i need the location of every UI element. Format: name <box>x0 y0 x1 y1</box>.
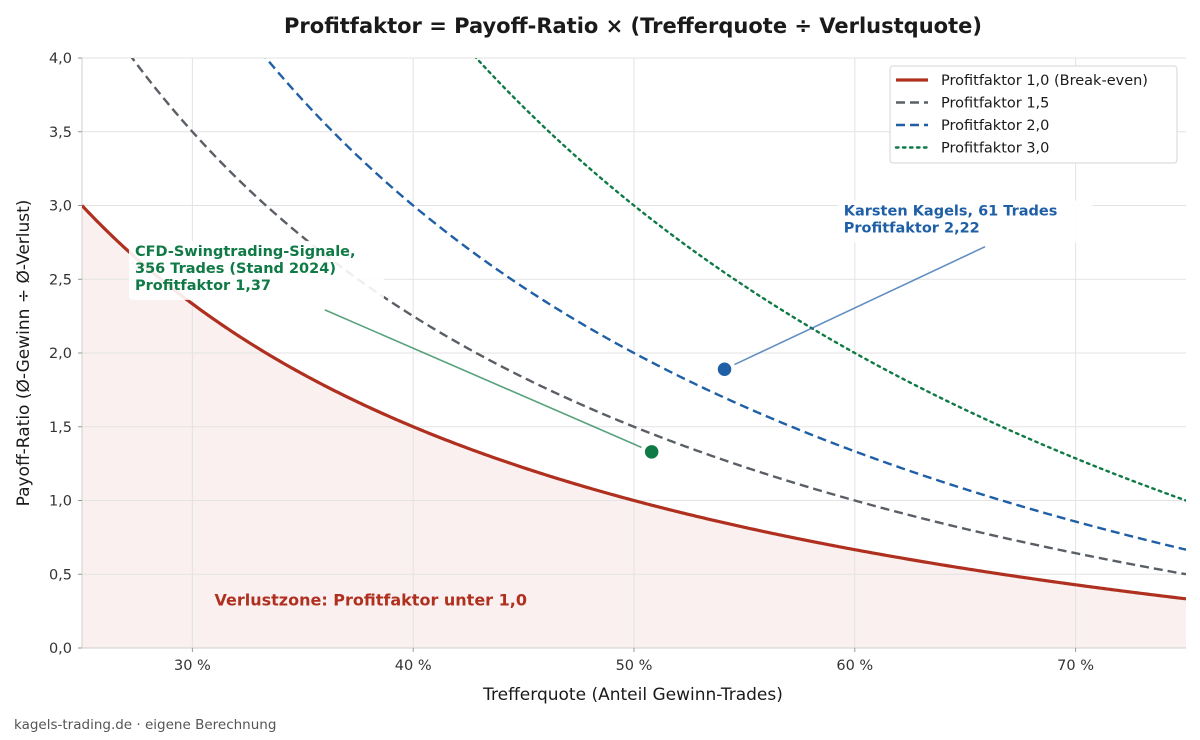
data-point-1 <box>716 360 733 378</box>
annotation-line: Profitfaktor 2,22 <box>844 221 980 237</box>
legend-entry: Profitfaktor 1,0 (Break-even) <box>941 73 1148 89</box>
annotation-box-0 <box>128 240 384 300</box>
annotation-line: Karsten Kagels, 61 Trades <box>844 204 1058 220</box>
footer-source: kagels-trading.de · eigene Berechnung <box>14 717 276 733</box>
y-tick-label: 0,5 <box>49 567 72 583</box>
chart-title: Profitfaktor = Payoff-Ratio × (Trefferqu… <box>284 14 982 38</box>
legend-entry: Profitfaktor 3,0 <box>941 141 1049 157</box>
y-tick-label: 0,0 <box>49 641 72 657</box>
annotation-connector-0 <box>324 309 642 449</box>
x-tick-label: 30 % <box>174 658 211 674</box>
series-line-pf-1 <box>82 204 1186 601</box>
data-point-0 <box>643 443 660 461</box>
annotation-line: 356 Trades (Stand 2024) <box>135 261 336 277</box>
legend-entry: Profitfaktor 1,5 <box>941 96 1049 112</box>
annotation-line: Profitfaktor 1,37 <box>135 278 271 294</box>
loss-zone-layer <box>82 205 1186 648</box>
annotation-layer: Verlustzone: Profitfaktor unter 1,0 CFD-S… <box>128 200 1093 609</box>
series-layer <box>82 58 1186 601</box>
annotation-box-1 <box>837 200 1093 243</box>
x-tick-label: 70 % <box>1057 658 1094 674</box>
x-tick-label: 50 % <box>616 658 653 674</box>
annotation-connector-1 <box>734 245 986 366</box>
legend-box <box>889 65 1178 164</box>
y-tick-label: 2,5 <box>49 272 72 288</box>
y-tick-label: 2,0 <box>49 346 72 362</box>
x-axis-label: Trefferquote (Anteil Gewinn-Trades) <box>482 685 783 705</box>
axis-layer: 30 % 40 % 50 % 60 % 70 % 0,0 0,5 1,0 1,5 2,0 2,5 3,… <box>49 51 1186 674</box>
series-line-pf-2 <box>264 58 1186 551</box>
x-tick-label: 40 % <box>395 658 432 674</box>
y-axis-label: Payoff-Ratio (Ø-Gewinn ÷ Ø-Verlust) <box>14 200 34 507</box>
legend: Profitfaktor 1,0 (Break-even) Profitfakto… <box>889 65 1178 164</box>
legend-entry: Profitfaktor 2,0 <box>941 118 1049 134</box>
y-tick-label: 3,5 <box>49 125 72 141</box>
annotation-line: CFD-Swingtrading-Signale, <box>135 244 356 260</box>
loss-zone-label: Verlustzone: Profitfaktor unter 1,0 <box>214 590 527 609</box>
y-tick-label: 1,5 <box>49 420 72 436</box>
series-line-pf-3 <box>474 58 1186 502</box>
x-tick-label: 60 % <box>836 658 873 674</box>
loss-zone-area <box>82 205 1186 648</box>
y-tick-label: 1,0 <box>49 494 72 510</box>
series-line-pf-1-5 <box>130 58 1186 576</box>
y-tick-label: 3,0 <box>49 199 72 215</box>
y-tick-label: 4,0 <box>49 51 72 67</box>
